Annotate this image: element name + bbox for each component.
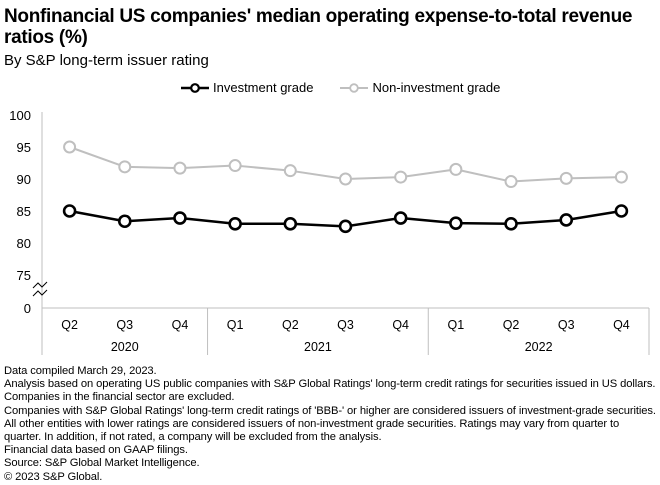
data-point-non-investment-grade [339,172,352,186]
x-tick-label: Q2 [61,318,78,332]
data-point-investment-grade [283,217,298,231]
legend-item-non-investment-grade: Non-investment grade [339,80,500,95]
data-point-investment-grade [117,214,132,229]
data-point-investment-grade [614,204,629,218]
x-group-label: 2020 [111,340,139,354]
x-tick-label: Q1 [448,318,465,332]
chart-title: Nonfinancial US companies' median operat… [4,6,633,48]
x-tick-label: Q3 [337,318,354,332]
chart-notes: Data compiled March 29, 2023. Analysis b… [4,365,656,484]
legend: Investment grade Non-investment grade [180,80,500,95]
x-tick-label: Q4 [613,318,630,332]
legend-marker-investment-grade-icon [181,82,209,93]
data-point-non-investment-grade [228,159,242,173]
note-analysis-basis: Analysis based on operating US public co… [4,378,656,404]
y-tick-label: 90 [17,172,31,187]
x-tick-label: Q3 [558,318,575,332]
y-tick-label: 100 [9,108,31,123]
y-tick-label: 80 [17,236,31,251]
legend-label-non-investment-grade: Non-investment grade [372,80,501,95]
data-point-investment-grade [504,217,518,231]
y-tick-label: 0 [24,301,31,316]
data-point-investment-grade [449,216,463,230]
data-point-non-investment-grade [449,162,463,176]
data-point-non-investment-grade [118,160,132,174]
x-tick-label: Q4 [172,318,189,332]
note-rating-definition: Companies with S&P Global Ratings' long-… [4,404,656,444]
legend-marker-non-investment-grade-icon [340,82,369,93]
x-group-label: 2021 [304,340,332,354]
data-point-non-investment-grade [173,161,187,175]
x-tick-label: Q3 [116,318,133,332]
note-financial-data: Financial data based on GAAP filings. [4,444,188,457]
data-point-non-investment-grade [559,171,573,185]
y-tick-label: 85 [17,204,31,219]
data-point-investment-grade [228,217,242,231]
axis-break-icon [32,289,48,297]
x-tick-label: Q2 [282,318,299,332]
data-point-investment-grade [338,219,353,234]
line-chart: 0 75 80 85 90 95 100 Q2 Q3 Q4 Q1 Q2 Q3 Q4 Q1 Q2 Q3 Q4 2020… [9,108,650,355]
data-point-investment-grade [559,213,574,227]
data-point-non-investment-grade [283,164,297,178]
legend-item-investment-grade: Investment grade [180,80,313,95]
data-point-non-investment-grade [504,175,518,189]
data-point-non-investment-grade [63,140,77,154]
data-point-investment-grade [62,204,77,218]
axis-break-icon [32,281,48,289]
note-copyright: © 2023 S&P Global. [4,470,103,483]
x-group-label: 2022 [525,340,553,354]
chart-subtitle: By S&P long-term issuer rating [4,52,209,69]
x-tick-label: Q4 [392,318,409,332]
note-data-compiled: Data compiled March 29, 2023. [4,365,157,377]
data-point-non-investment-grade [394,170,408,184]
x-tick-label: Q1 [227,318,244,332]
y-tick-label: 95 [17,140,31,155]
x-tick-label: Q2 [503,318,520,332]
note-source: Source: S&P Global Market Intelligence. [4,457,200,470]
data-point-investment-grade [173,211,187,225]
legend-label-investment-grade: Investment grade [213,80,314,95]
data-point-non-investment-grade [614,170,628,184]
y-tick-label: 75 [17,268,31,283]
data-point-investment-grade [393,211,408,225]
